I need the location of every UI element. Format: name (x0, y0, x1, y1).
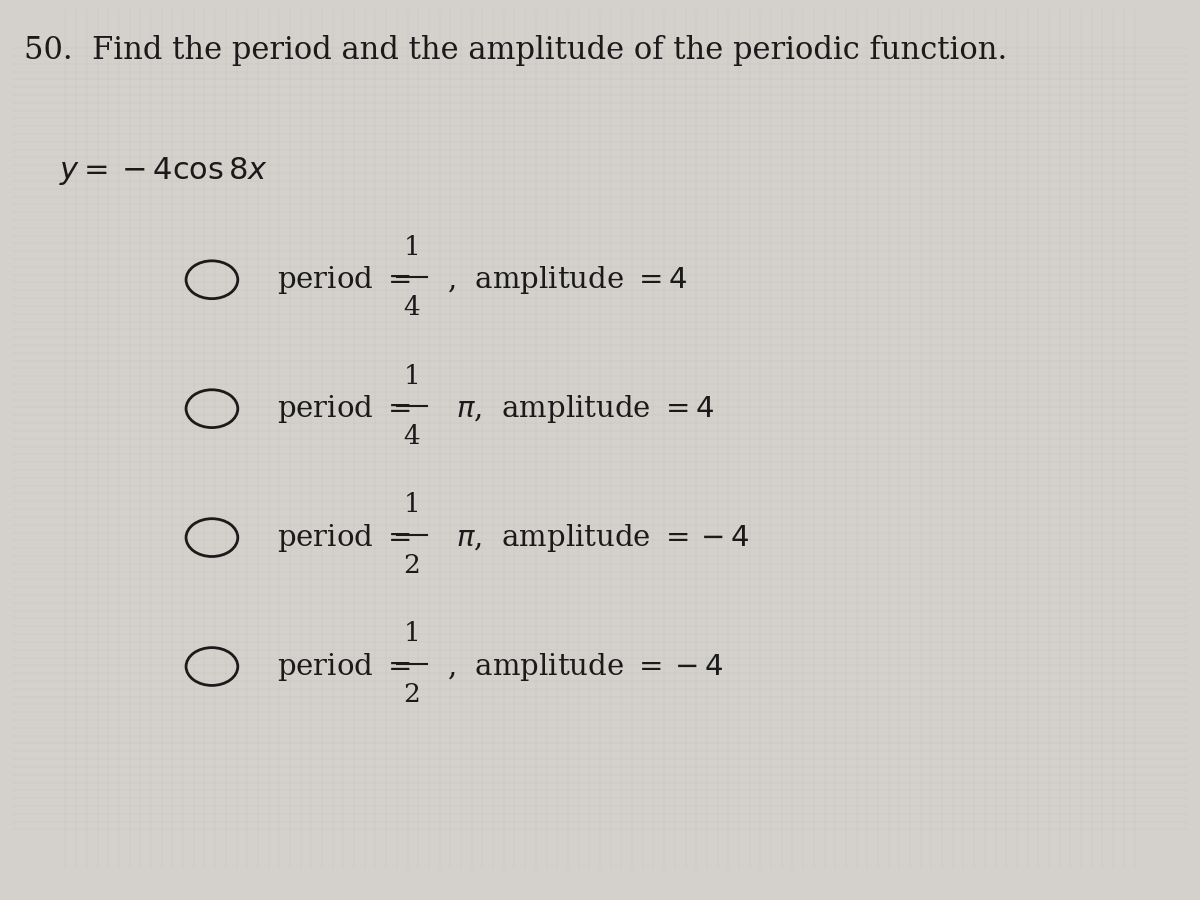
Text: ,  amplitude $= -4$: , amplitude $= -4$ (448, 651, 724, 682)
Text: 1: 1 (403, 492, 420, 517)
Text: 2: 2 (403, 681, 420, 706)
Text: 1: 1 (403, 621, 420, 646)
Text: ,  amplitude $= 4$: , amplitude $= 4$ (448, 264, 688, 296)
Text: period $=$: period $=$ (277, 651, 410, 682)
Text: 4: 4 (403, 424, 420, 449)
Text: $\pi$,  amplitude $= 4$: $\pi$, amplitude $= 4$ (448, 392, 714, 425)
Text: 50.  Find the period and the amplitude of the periodic function.: 50. Find the period and the amplitude of… (24, 35, 1007, 66)
Text: 1: 1 (403, 364, 420, 389)
Text: period $=$: period $=$ (277, 392, 410, 425)
Text: period $=$: period $=$ (277, 522, 410, 554)
Text: $y = -4 \cos 8x$: $y = -4 \cos 8x$ (59, 155, 268, 187)
Text: $\pi$,  amplitude $= -4$: $\pi$, amplitude $= -4$ (448, 522, 750, 554)
Text: 2: 2 (403, 553, 420, 578)
Text: 1: 1 (403, 235, 420, 259)
Text: 4: 4 (403, 294, 420, 320)
Text: period $=$: period $=$ (277, 264, 410, 296)
